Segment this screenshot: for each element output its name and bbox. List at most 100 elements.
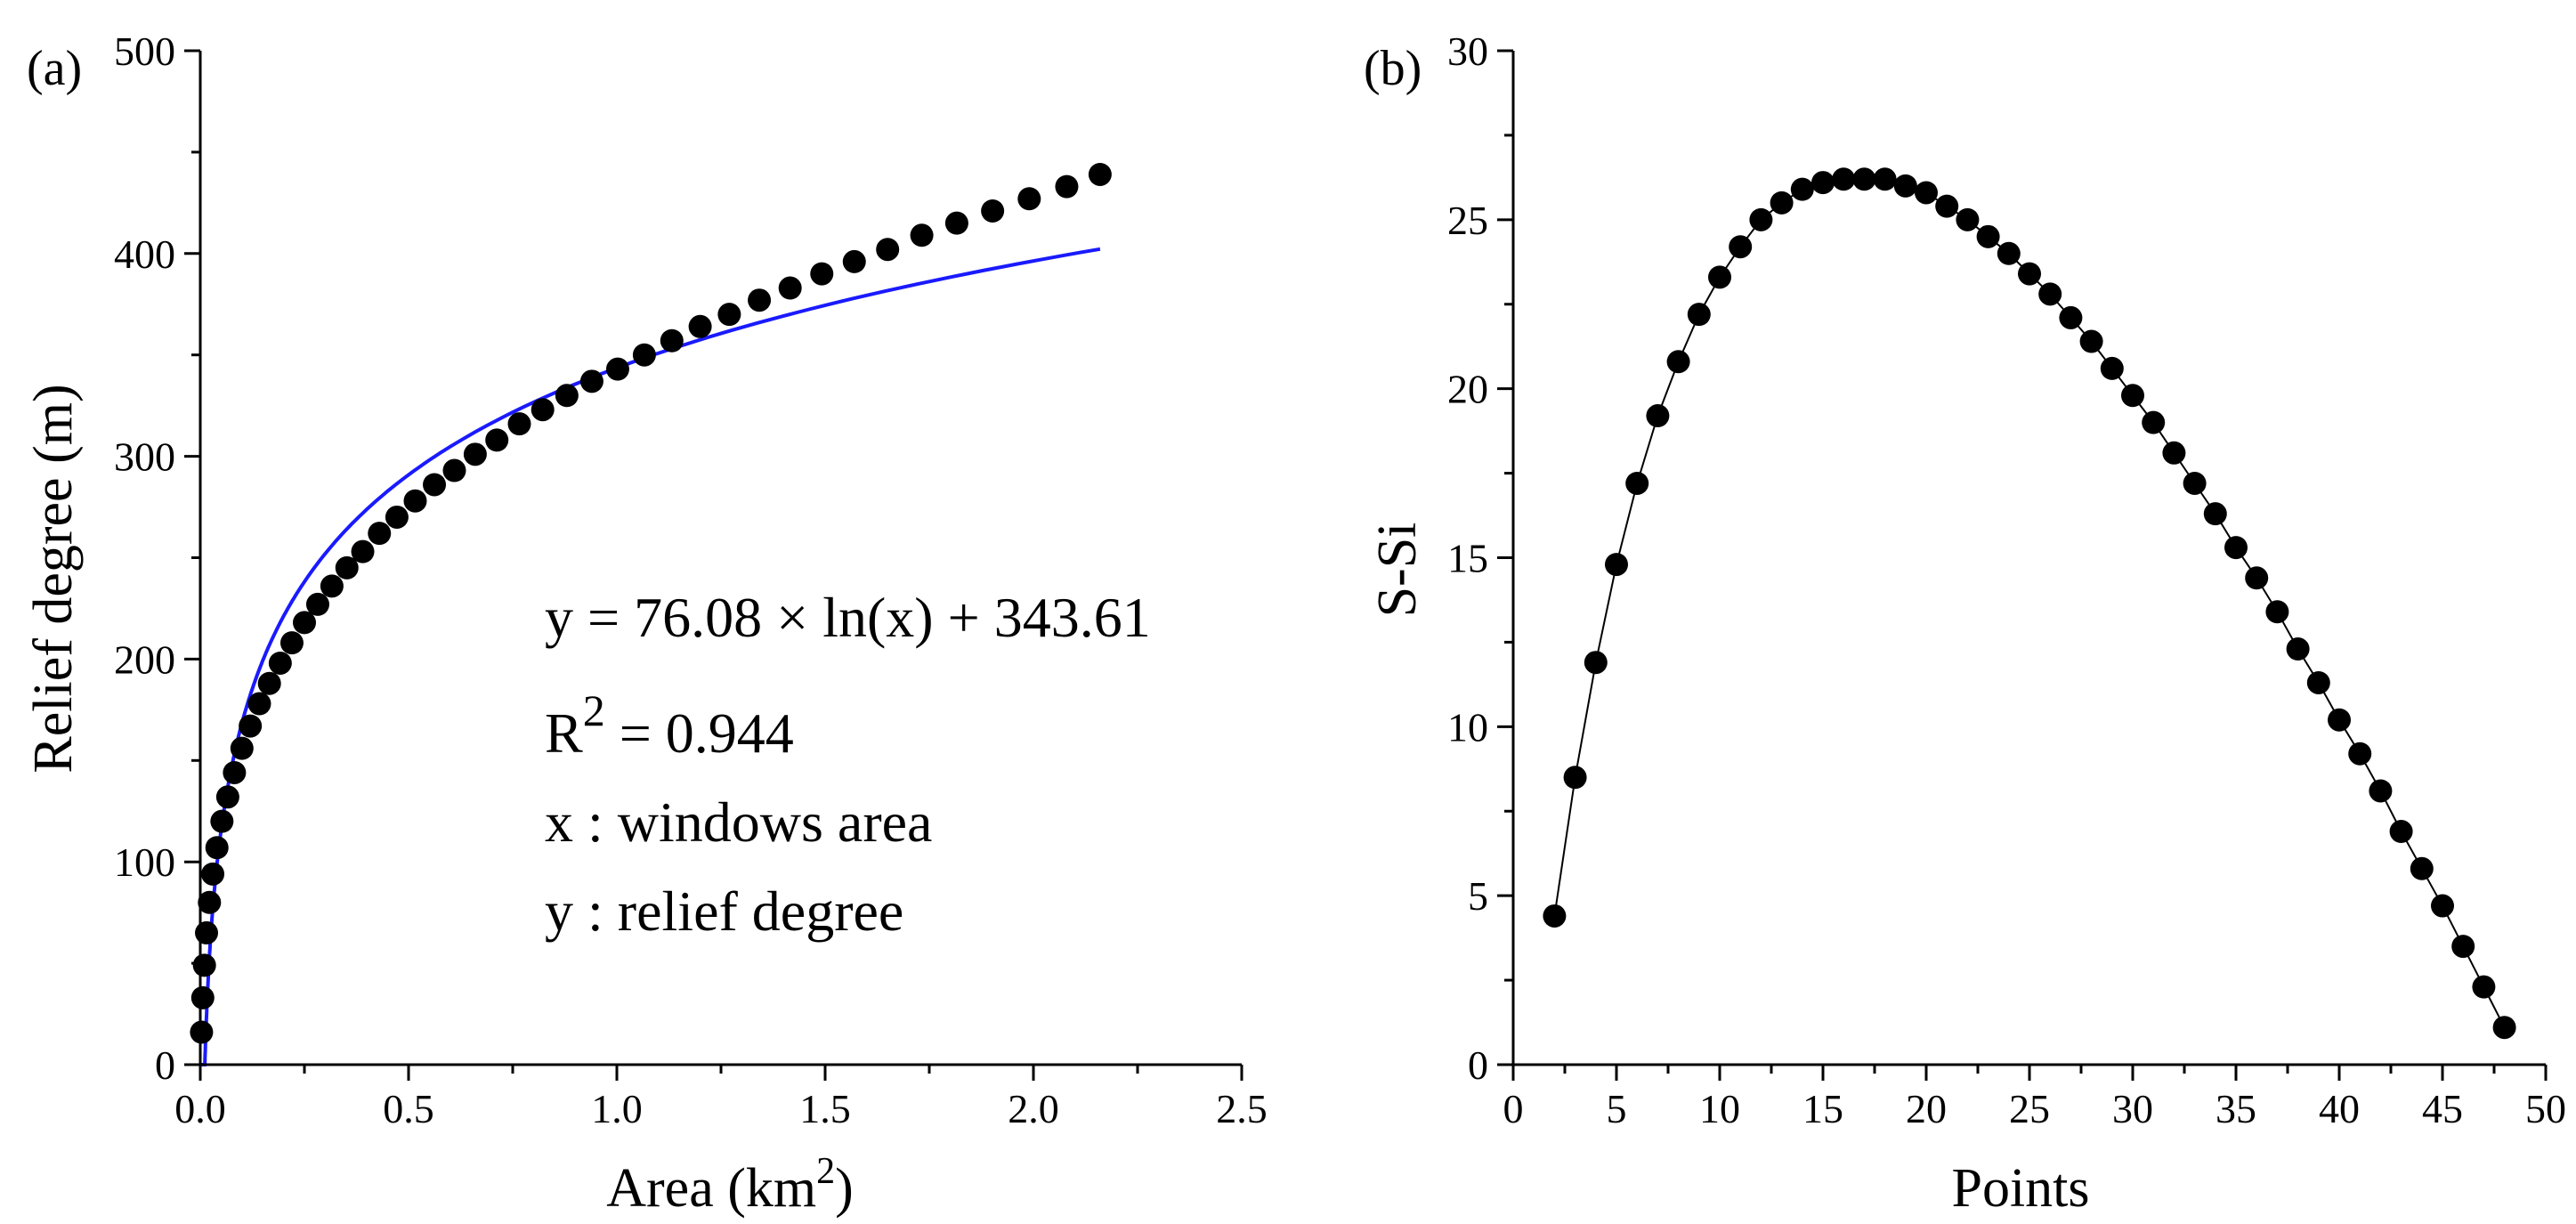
data-point xyxy=(2431,894,2454,918)
data-point xyxy=(632,343,656,367)
data-point xyxy=(1584,651,1608,675)
data-point xyxy=(2389,820,2413,844)
y-tick-label: 5 xyxy=(1468,873,1488,919)
panel-a-xlabel-sup: 2 xyxy=(816,1151,835,1192)
data-point xyxy=(320,574,344,598)
panel-b-points xyxy=(1543,167,2516,1040)
data-point xyxy=(190,985,215,1009)
data-point xyxy=(981,199,1005,223)
panel-a-label: (a) xyxy=(27,41,82,96)
data-point xyxy=(403,489,427,513)
data-point xyxy=(1563,766,1587,790)
data-point xyxy=(660,328,684,353)
x-tick-label: 2.5 xyxy=(1216,1086,1268,1131)
panel-b-xlabel: Points xyxy=(1951,1158,2089,1219)
data-point xyxy=(2224,536,2248,560)
data-point xyxy=(2348,742,2372,766)
data-point xyxy=(748,288,772,312)
x-tick-label: 50 xyxy=(2525,1086,2566,1131)
data-point xyxy=(1666,350,1690,374)
data-point xyxy=(198,890,222,914)
y-tick-label: 200 xyxy=(114,636,175,682)
data-point xyxy=(205,836,229,860)
data-point xyxy=(1687,303,1711,327)
panel-a-relief-vs-area: (a) 0.0 0.5 1.0 1.5 2.0 2.5 0 100 200 300 400 500 R… xyxy=(23,28,1268,1219)
data-point xyxy=(1088,162,1112,186)
x-tick-label: 1.5 xyxy=(799,1086,851,1131)
data-point xyxy=(2142,410,2166,434)
data-point xyxy=(195,920,219,944)
x-tick-label: 40 xyxy=(2319,1086,2360,1131)
panel-a-xlabel: Area (km2) xyxy=(606,1151,854,1219)
data-point xyxy=(1790,177,1814,201)
annotation-y-def: y : relief degree xyxy=(545,879,903,943)
data-point xyxy=(257,671,281,695)
panel-a-ticks: 0.0 0.5 1.0 1.5 2.0 2.5 0 100 200 300 400 500 xyxy=(114,28,1268,1131)
data-point xyxy=(2079,329,2103,353)
data-point xyxy=(555,384,579,408)
data-point xyxy=(2472,975,2496,999)
data-point xyxy=(1873,167,1897,191)
data-point xyxy=(2451,935,2475,959)
annotation-r2: R2 = 0.944 xyxy=(545,685,794,765)
data-point xyxy=(579,369,603,393)
data-point xyxy=(1976,224,2000,248)
data-point xyxy=(810,262,834,286)
data-point xyxy=(351,539,375,563)
data-point xyxy=(944,211,968,235)
panel-b-ylabel: S-Si xyxy=(1367,523,1428,618)
data-point xyxy=(842,249,866,273)
data-point xyxy=(1915,181,1938,205)
data-point xyxy=(463,442,487,466)
data-point xyxy=(2203,502,2227,526)
data-point xyxy=(1017,187,1041,211)
data-point xyxy=(293,611,316,635)
panel-a-xlabel-suffix: ) xyxy=(835,1158,854,1219)
y-tick-label: 10 xyxy=(1447,704,1488,750)
panel-a-points xyxy=(190,162,1112,1044)
data-point xyxy=(2265,600,2289,624)
data-point xyxy=(1605,553,1628,577)
x-tick-label: 2.0 xyxy=(1008,1086,1059,1131)
data-point xyxy=(1832,167,1856,191)
data-point xyxy=(2306,670,2330,694)
x-tick-label: 0 xyxy=(1503,1086,1524,1131)
x-tick-label: 25 xyxy=(2009,1086,2050,1131)
data-point xyxy=(2410,856,2434,880)
data-point xyxy=(1811,171,1835,195)
data-point xyxy=(876,238,900,262)
data-point xyxy=(1893,174,1917,198)
data-point xyxy=(423,473,447,497)
data-point xyxy=(192,953,216,977)
x-tick-label: 1.0 xyxy=(591,1086,643,1131)
data-point xyxy=(688,314,712,338)
data-point xyxy=(507,412,531,436)
data-point xyxy=(2162,441,2186,465)
data-point xyxy=(442,458,466,482)
data-point xyxy=(1852,167,1876,191)
data-point xyxy=(1708,265,1731,289)
y-tick-label: 500 xyxy=(114,28,175,74)
data-point xyxy=(1646,404,1670,428)
x-tick-label: 0.0 xyxy=(174,1086,226,1131)
data-point xyxy=(210,809,234,833)
data-point xyxy=(305,592,329,616)
panel-a-ylabel: Relief degree (m) xyxy=(23,384,84,773)
x-tick-label: 0.5 xyxy=(383,1086,434,1131)
data-point xyxy=(485,428,509,452)
data-point xyxy=(223,760,247,784)
data-point xyxy=(778,276,802,300)
y-tick-label: 300 xyxy=(114,434,175,480)
annotation-x-def: x : windows area xyxy=(545,790,932,854)
data-point xyxy=(2100,356,2124,380)
panel-a-annotation: y = 76.08 × ln(x) + 343.61 R2 = 0.944 x … xyxy=(545,586,1151,943)
data-point xyxy=(910,223,934,247)
data-point xyxy=(368,522,392,546)
x-tick-label: 10 xyxy=(1699,1086,1740,1131)
x-tick-label: 35 xyxy=(2216,1086,2256,1131)
panel-a-xlabel-main: Area (km xyxy=(606,1158,816,1219)
data-point xyxy=(2121,384,2144,408)
panel-a-axes xyxy=(198,51,1242,1066)
annotation-r2-value: = 0.944 xyxy=(605,701,794,765)
annotation-r2-sup: 2 xyxy=(583,685,605,735)
